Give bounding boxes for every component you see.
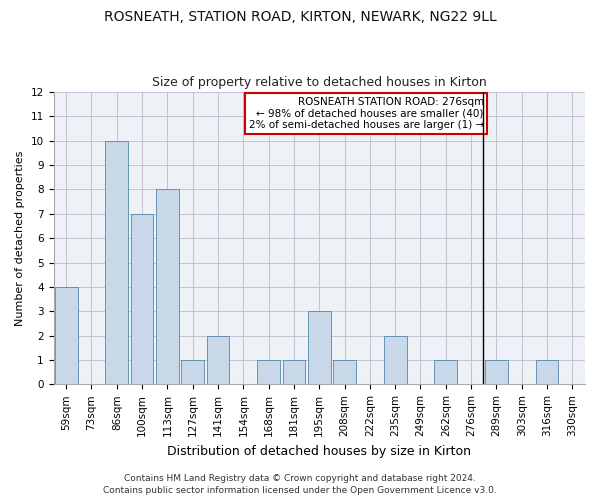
Bar — [485, 360, 508, 384]
Bar — [434, 360, 457, 384]
Bar — [181, 360, 204, 384]
Bar — [384, 336, 407, 384]
Bar — [156, 190, 179, 384]
Y-axis label: Number of detached properties: Number of detached properties — [15, 150, 25, 326]
Bar — [55, 287, 77, 384]
Bar — [283, 360, 305, 384]
Bar — [106, 141, 128, 384]
X-axis label: Distribution of detached houses by size in Kirton: Distribution of detached houses by size … — [167, 444, 471, 458]
Bar — [131, 214, 154, 384]
Bar — [257, 360, 280, 384]
Bar — [333, 360, 356, 384]
Bar — [536, 360, 559, 384]
Bar — [308, 312, 331, 384]
Text: ROSNEATH STATION ROAD: 276sqm
← 98% of detached houses are smaller (40)
2% of se: ROSNEATH STATION ROAD: 276sqm ← 98% of d… — [248, 97, 484, 130]
Text: ROSNEATH, STATION ROAD, KIRTON, NEWARK, NG22 9LL: ROSNEATH, STATION ROAD, KIRTON, NEWARK, … — [104, 10, 496, 24]
Text: Contains HM Land Registry data © Crown copyright and database right 2024.
Contai: Contains HM Land Registry data © Crown c… — [103, 474, 497, 495]
Title: Size of property relative to detached houses in Kirton: Size of property relative to detached ho… — [152, 76, 487, 90]
Bar — [206, 336, 229, 384]
